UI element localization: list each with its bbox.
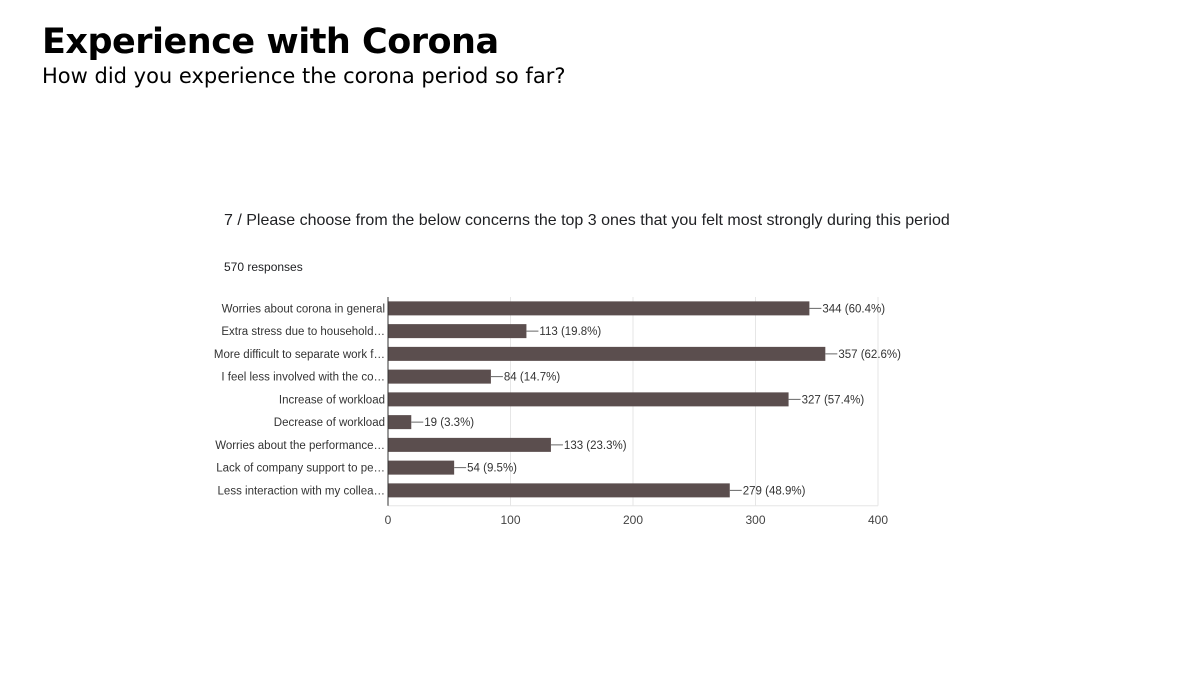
category-label: Lack of company support to pe… (216, 463, 385, 475)
slide-subtitle: How did you experience the corona period… (42, 64, 566, 88)
x-tick-label: 0 (385, 513, 392, 527)
chart-title: 7 / Please choose from the below concern… (224, 212, 950, 229)
data-label: 327 (57.4%) (802, 394, 865, 406)
category-label: Less interaction with my collea… (218, 485, 385, 497)
category-label: Decrease of workload (274, 417, 385, 429)
data-label: 84 (14.7%) (504, 372, 560, 384)
category-label: Extra stress due to household… (221, 326, 385, 338)
data-label: 113 (19.8%) (539, 326, 601, 338)
slide-title: Experience with Corona (42, 22, 499, 62)
category-label: I feel less involved with the co… (221, 372, 385, 384)
category-label: Worries about the performance… (215, 440, 385, 452)
category-label: Worries about corona in general (222, 303, 385, 315)
data-label: 344 (60.4%) (822, 303, 885, 315)
bar (388, 437, 551, 452)
category-label: More difficult to separate work f… (214, 349, 385, 361)
data-label: 133 (23.3%) (564, 440, 627, 452)
x-tick-label: 400 (868, 513, 888, 527)
bar (388, 346, 826, 361)
bar (388, 324, 527, 339)
data-label: 279 (48.9%) (743, 485, 806, 497)
bar (388, 369, 491, 384)
bar (388, 301, 810, 316)
bar (388, 460, 455, 475)
bar (388, 392, 789, 407)
bar (388, 483, 730, 498)
x-tick-label: 200 (623, 513, 643, 527)
x-tick-label: 300 (745, 513, 765, 527)
data-label: 357 (62.6%) (838, 349, 901, 361)
x-tick-label: 100 (500, 513, 520, 527)
data-label: 54 (9.5%) (467, 463, 517, 475)
category-label: Increase of workload (279, 394, 385, 406)
data-label: 19 (3.3%) (424, 417, 474, 429)
bar (388, 415, 412, 430)
response-count: 570 responses (224, 260, 303, 274)
